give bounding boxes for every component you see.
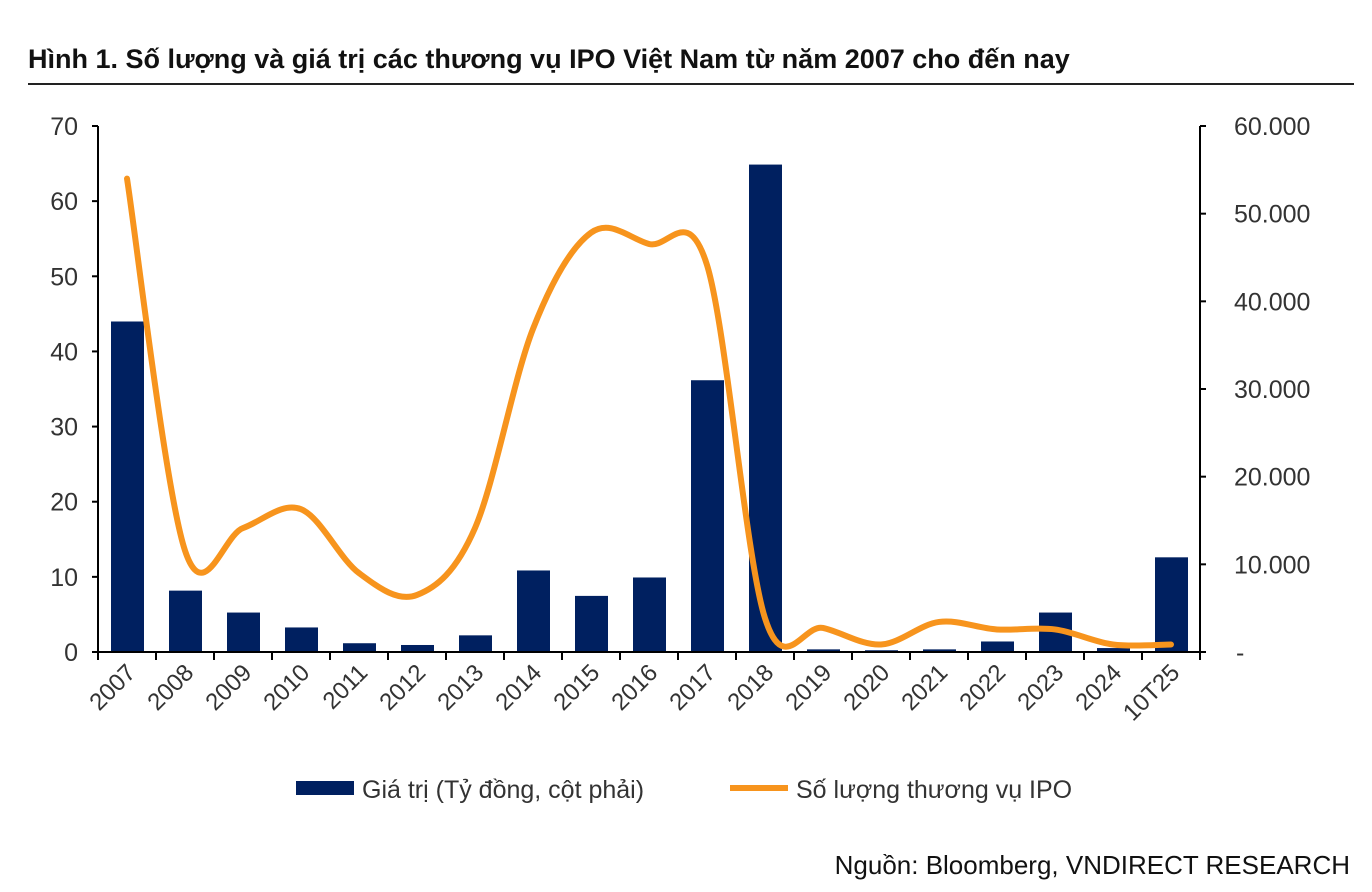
x-tick-label: 2014 (490, 659, 547, 716)
bar-2009 (227, 612, 260, 652)
right-tick-label: 40.000 (1234, 288, 1310, 316)
bar-2014 (517, 570, 550, 652)
bar-2015 (575, 595, 608, 652)
bar-2008 (169, 590, 202, 652)
x-tick-label: 2007 (84, 659, 141, 716)
left-tick-label: 50 (50, 263, 78, 291)
bar-2017 (691, 380, 724, 652)
chart-title: Hình 1. Số lượng và giá trị các thương v… (28, 44, 1070, 74)
right-tick-label: 30.000 (1234, 376, 1310, 404)
x-tick-label: 2020 (838, 659, 895, 716)
x-tick-label: 2009 (200, 659, 257, 716)
x-tick-label: 2013 (432, 659, 489, 716)
x-tick-label: 10T25 (1118, 659, 1185, 726)
legend-line-label: Số lượng thương vụ IPO (796, 776, 1072, 804)
x-tick-label: 2021 (896, 659, 953, 716)
right-tick-label: - (1236, 639, 1244, 667)
bar-2022 (981, 641, 1014, 652)
bar-2024 (1097, 648, 1130, 652)
legend-bar-swatch (296, 781, 354, 795)
x-tick-label: 2010 (258, 659, 315, 716)
x-tick-label: 2015 (548, 659, 605, 716)
bar-2013 (459, 635, 492, 652)
bar-10T25 (1155, 557, 1188, 652)
right-tick-label: 10.000 (1234, 551, 1310, 579)
x-tick-label: 2019 (780, 659, 837, 716)
bar-2016 (633, 577, 666, 652)
x-tick-label: 2018 (722, 659, 779, 716)
x-tick-label: 2011 (318, 659, 374, 715)
left-tick-label: 30 (50, 414, 78, 442)
source-note: Nguồn: Bloomberg, VNDIRECT RESEARCH (834, 850, 1350, 880)
left-tick-label: 60 (50, 188, 78, 216)
x-tick-label: 2023 (1012, 659, 1069, 716)
bar-2012 (401, 644, 434, 652)
x-tick-label: 2022 (954, 659, 1011, 716)
right-tick-label: 20.000 (1234, 464, 1310, 492)
x-tick-label: 2016 (606, 659, 663, 716)
x-tick-label: 2008 (142, 659, 199, 716)
bar-2010 (285, 627, 318, 652)
left-tick-label: 10 (50, 564, 78, 592)
title-divider (28, 83, 1354, 85)
left-tick-label: 0 (64, 639, 78, 667)
bar-2019 (807, 649, 840, 652)
legend-bar-label: Giá trị (Tỷ đồng, cột phải) (362, 776, 644, 804)
bar-2011 (343, 643, 376, 652)
left-tick-label: 20 (50, 489, 78, 517)
left-tick-label: 40 (50, 338, 78, 366)
left-tick-label: 70 (50, 113, 78, 141)
bar-2021 (923, 649, 956, 652)
right-tick-label: 50.000 (1234, 201, 1310, 229)
line-series (124, 175, 1174, 650)
x-tick-label: 2012 (374, 659, 431, 716)
right-tick-label: 60.000 (1234, 113, 1310, 141)
x-tick-label: 2017 (664, 659, 721, 716)
bar-2007 (111, 321, 144, 652)
